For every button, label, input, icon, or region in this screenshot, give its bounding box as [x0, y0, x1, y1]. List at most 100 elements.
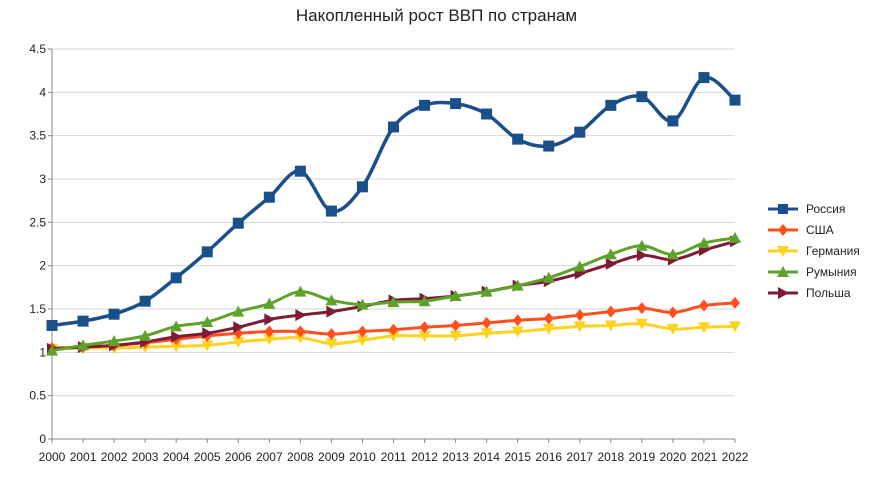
x-tick-label: 2000 — [39, 450, 66, 464]
data-point — [356, 181, 368, 193]
data-point — [667, 115, 679, 127]
x-tick-label: 2017 — [566, 450, 593, 464]
legend-entry: США — [768, 223, 834, 237]
data-point — [77, 315, 89, 327]
x-tick-label: 2001 — [70, 450, 97, 464]
data-point — [635, 239, 648, 251]
y-tick-label: 3.5 — [29, 129, 46, 143]
data-point — [604, 320, 617, 332]
data-point — [511, 326, 524, 338]
x-tick-label: 2006 — [225, 450, 252, 464]
legend-label: Польша — [806, 286, 851, 300]
data-point — [481, 108, 493, 120]
data-point — [481, 316, 492, 329]
legend-entry: Германия — [768, 244, 860, 258]
y-tick-label: 1 — [39, 345, 46, 359]
y-tick-label: 3 — [39, 172, 46, 186]
data-point — [636, 249, 648, 262]
series-line — [51, 75, 737, 328]
data-point — [450, 98, 462, 110]
legend-entry: Румыния — [768, 265, 857, 279]
data-point — [263, 191, 275, 203]
data-point — [77, 339, 90, 351]
data-point — [512, 314, 523, 327]
data-point — [697, 237, 710, 249]
data-point — [605, 257, 617, 270]
data-point — [729, 231, 741, 243]
data-point — [388, 121, 399, 133]
data-point — [108, 335, 121, 347]
data-point — [698, 72, 710, 84]
x-tick-label: 2007 — [256, 450, 283, 464]
y-tick-label: 2 — [39, 259, 46, 273]
data-point — [263, 297, 276, 309]
x-tick-label: 2008 — [287, 450, 314, 464]
x-tick-label: 2005 — [194, 450, 221, 464]
x-tick-label: 2003 — [132, 450, 159, 464]
data-point — [605, 99, 617, 111]
legend-label: США — [806, 223, 834, 237]
x-tick-label: 2014 — [473, 450, 500, 464]
data-point — [294, 332, 307, 344]
legend-label: Германия — [806, 244, 860, 258]
y-tick-label: 0.5 — [29, 389, 46, 403]
data-point — [108, 308, 120, 320]
x-tick-label: 2004 — [163, 450, 190, 464]
x-tick-label: 2010 — [349, 450, 376, 464]
data-point — [232, 217, 244, 229]
x-tick-label: 2018 — [597, 450, 624, 464]
legend-entry: Россия — [768, 202, 845, 216]
x-tick-label: 2016 — [535, 450, 562, 464]
data-point — [542, 271, 555, 283]
gridlines — [52, 48, 735, 440]
data-point — [604, 248, 617, 260]
data-point — [232, 305, 245, 317]
y-tick-labels: 0 0.5 1 1.5 2 2.5 3 3.5 4 4.5 — [29, 42, 46, 446]
legend-label: Румыния — [806, 265, 857, 279]
data-point — [295, 309, 307, 322]
x-tick-labels: 2000 2001 2002 2003 2004 2005 2006 2007 2008 2009… — [39, 450, 749, 464]
x-tick-label: 2013 — [442, 450, 469, 464]
data-point — [636, 302, 647, 315]
series-4 — [46, 231, 741, 356]
data-point — [356, 335, 369, 347]
data-point — [326, 328, 337, 341]
series-1 — [46, 72, 741, 331]
data-point — [325, 205, 337, 217]
data-point — [388, 323, 399, 336]
data-point — [512, 133, 524, 145]
data-point — [511, 279, 524, 291]
legend-marker — [778, 204, 788, 214]
data-point — [666, 248, 679, 260]
data-point — [171, 330, 183, 343]
data-point — [573, 321, 586, 333]
data-point — [698, 299, 709, 312]
data-point — [449, 330, 462, 342]
data-point — [730, 296, 740, 309]
data-point — [729, 321, 741, 333]
data-point — [480, 285, 493, 297]
data-point — [542, 323, 555, 335]
x-tick-label: 2009 — [318, 450, 345, 464]
data-point — [264, 313, 276, 326]
y-tick-label: 4 — [39, 85, 46, 99]
data-point — [605, 305, 616, 318]
data-point — [635, 318, 648, 330]
legend-entry: Польша — [768, 286, 851, 300]
legend-marker — [778, 287, 789, 299]
x-tick-label: 2022 — [722, 450, 749, 464]
legend-marker — [777, 246, 789, 257]
data-point — [419, 321, 430, 334]
legend-marker — [777, 266, 789, 277]
data-point — [418, 330, 431, 342]
legend-marker — [778, 224, 788, 236]
data-point — [387, 330, 400, 342]
data-point — [697, 322, 710, 334]
data-point — [170, 320, 183, 332]
y-tick-label: 0 — [39, 432, 46, 446]
x-tick-label: 2019 — [629, 450, 656, 464]
data-point — [170, 341, 183, 353]
data-point — [636, 91, 648, 103]
data-point — [667, 306, 678, 319]
